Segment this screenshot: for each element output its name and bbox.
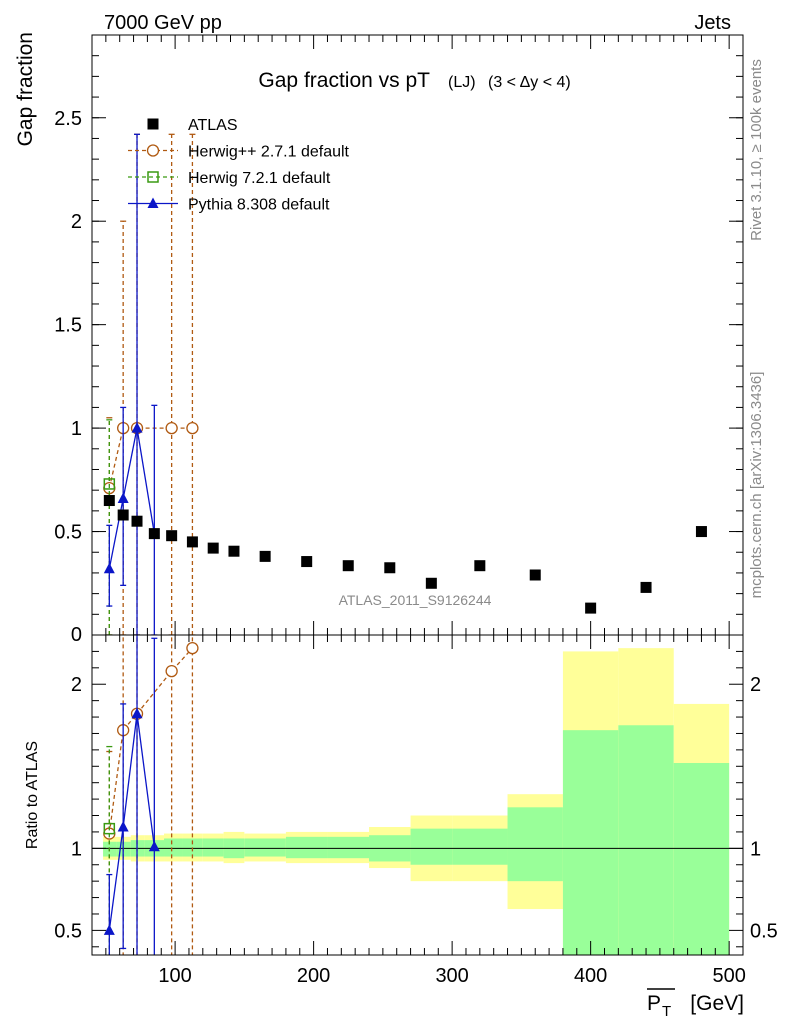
ratio-panel-frame bbox=[91, 634, 744, 956]
herwig7-marker bbox=[103, 478, 116, 490]
main-y-zero-label: 0 bbox=[71, 624, 82, 646]
main-y-tick-label: 0.5 bbox=[54, 522, 82, 544]
x-axis-label-unit: [GeV] bbox=[690, 992, 744, 1015]
ratio-panel: 100 200 300 400 500 0.5 0.5 1 1 2 2 Ratio to ATLAS… bbox=[24, 634, 778, 1020]
y-axis-label: Gap fraction bbox=[14, 32, 37, 146]
atlas-data-point bbox=[228, 545, 240, 557]
ratio-x-tick-label: 100 bbox=[158, 965, 191, 987]
ratio-herwigpp-line bbox=[108, 647, 193, 834]
atlas-data-point bbox=[384, 562, 396, 574]
x-axis-label-subscript: T bbox=[662, 1003, 671, 1020]
herwigpp-marker bbox=[165, 664, 178, 678]
atlas-data-point bbox=[474, 560, 486, 572]
pythia-marker bbox=[131, 707, 143, 719]
main-y-tick-label: 1 bbox=[71, 418, 82, 440]
ratio-band-inner bbox=[244, 838, 286, 857]
atlas-data-point bbox=[147, 118, 159, 130]
ratio-band-inner bbox=[164, 838, 183, 857]
legend-label: ATLAS bbox=[188, 117, 238, 134]
atlas-data-point bbox=[585, 602, 597, 614]
ratio-y-tick-label-left: 0.5 bbox=[54, 920, 82, 942]
ratio-y-tick-label-right: 1 bbox=[750, 838, 761, 860]
legend-label: Pythia 8.308 default bbox=[188, 197, 330, 214]
ratio-band-inner bbox=[562, 730, 619, 955]
atlas-data-point bbox=[529, 569, 541, 581]
mcplots-label: mcplots.cern.ch [arXiv:1306.3436] bbox=[748, 372, 765, 599]
analysis-watermark: ATLAS_2011_S9126244 bbox=[339, 592, 492, 608]
atlas-data-point bbox=[259, 550, 271, 562]
atlas-data-point bbox=[166, 530, 178, 542]
pythia-marker bbox=[148, 840, 160, 852]
ratio-y-tick-label-right: 0.5 bbox=[750, 920, 778, 942]
atlas-data-point bbox=[695, 526, 707, 538]
ratio-y-tick-label-right: 2 bbox=[750, 674, 761, 696]
atlas-data-point bbox=[117, 509, 129, 521]
main-herwigpp-line bbox=[108, 427, 193, 489]
ratio-pythia-line bbox=[108, 713, 155, 931]
legend-label: Herwig++ 2.7.1 default bbox=[188, 144, 350, 161]
ratio-x-tick-label: 500 bbox=[712, 965, 745, 987]
atlas-data-point bbox=[207, 542, 219, 554]
herwig7-marker bbox=[147, 171, 159, 183]
pythia-marker bbox=[131, 422, 143, 433]
ratio-band-inner bbox=[618, 725, 674, 955]
herwigpp-marker bbox=[186, 421, 199, 435]
ratio-band-inner bbox=[507, 807, 563, 882]
rivet-version-label: Rivet 3.1.10, ≥ 100k events bbox=[748, 59, 765, 241]
legend: ATLAS Herwig++ 2.7.1 default Herwig 7.2.1 … bbox=[128, 117, 350, 214]
main-y-tick-label: 1.5 bbox=[54, 315, 82, 337]
header-right-label: Jets bbox=[694, 12, 731, 34]
atlas-data-point bbox=[131, 515, 143, 527]
ratio-band-inner bbox=[285, 836, 328, 859]
main-panel: 0.5 1 1.5 2 2.5 0 Gap fraction vs pT (LJ) (3 … bbox=[14, 32, 744, 646]
atlas-data-point bbox=[186, 536, 198, 548]
atlas-data-point bbox=[148, 528, 160, 540]
herwigpp-marker bbox=[146, 144, 160, 157]
main-title-range: (3 < Δy < 4) bbox=[488, 74, 571, 91]
ratio-band-inner bbox=[202, 838, 224, 857]
ratio-band-inner bbox=[452, 828, 508, 865]
ratio-band-inner bbox=[673, 763, 730, 955]
ratio-x-tick-label: 200 bbox=[297, 965, 330, 987]
ratio-y-tick-label-left: 2 bbox=[71, 674, 82, 696]
herwigpp-marker bbox=[165, 421, 178, 435]
header-left-label: 7000 GeV pp bbox=[104, 12, 222, 34]
main-title-suffix: (LJ) bbox=[448, 74, 476, 91]
pythia-marker bbox=[103, 924, 115, 935]
x-axis-label: P bbox=[647, 992, 661, 1015]
atlas-data-point bbox=[640, 581, 652, 593]
ratio-band-inner bbox=[103, 841, 117, 857]
ratio-band-inner bbox=[410, 828, 453, 865]
herwigpp-marker bbox=[186, 641, 199, 655]
pythia-marker bbox=[147, 197, 159, 208]
herwig7-marker bbox=[103, 822, 116, 835]
ratio-x-tick-label: 400 bbox=[574, 965, 607, 987]
atlas-data-point bbox=[103, 495, 115, 507]
main-y-tick-label: 2 bbox=[71, 211, 82, 233]
ratio-y-tick-label-left: 1 bbox=[71, 838, 82, 860]
main-y-tick-label: 2.5 bbox=[54, 108, 82, 130]
pythia-marker bbox=[117, 492, 129, 503]
pythia-marker bbox=[103, 562, 115, 574]
ratio-x-tick-label: 300 bbox=[435, 965, 468, 987]
legend-label: Herwig 7.2.1 default bbox=[188, 170, 331, 187]
atlas-data-point bbox=[301, 556, 313, 568]
atlas-data-point bbox=[342, 560, 354, 572]
pythia-marker bbox=[117, 821, 129, 832]
main-title: Gap fraction vs pT bbox=[258, 69, 430, 92]
ratio-y-axis-label: Ratio to ATLAS bbox=[24, 741, 41, 849]
ratio-band-inner bbox=[327, 836, 370, 859]
atlas-data-point bbox=[425, 577, 437, 589]
main-pythia-line bbox=[108, 427, 155, 569]
